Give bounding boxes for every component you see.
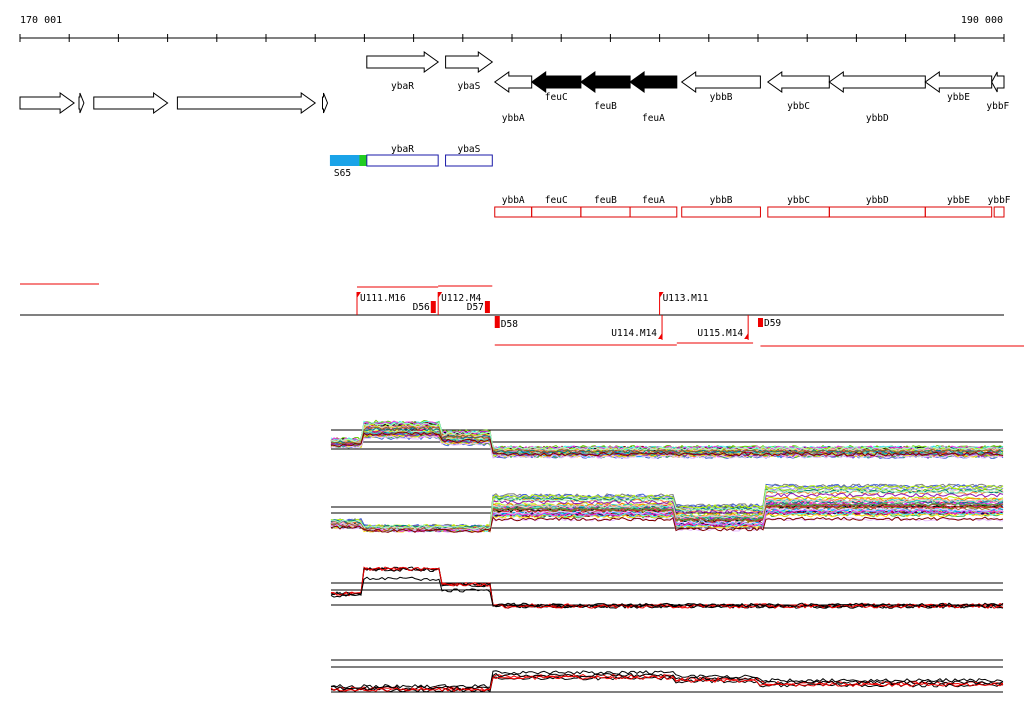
expression-trace xyxy=(330,421,1004,451)
tu-minus-label: feuC xyxy=(545,195,568,206)
tu-minus-label: ybbF xyxy=(988,195,1011,206)
gene-label: ybbC xyxy=(787,101,810,112)
expression-trace xyxy=(331,488,1004,530)
tu-minus-box[interactable] xyxy=(531,206,582,218)
upshift-flag xyxy=(438,292,443,298)
gene-label: feuC xyxy=(545,92,568,103)
expression-trace xyxy=(330,675,1004,692)
gene-arrow[interactable] xyxy=(93,92,169,114)
upshift-label: U111.M16 xyxy=(360,293,406,304)
expression-trace xyxy=(330,420,1004,451)
gene-label: ybbA xyxy=(502,113,525,124)
axis-end-label: 190 000 xyxy=(961,15,1003,26)
tu-minus-box[interactable] xyxy=(494,206,533,218)
tu-minus-box[interactable] xyxy=(767,206,830,218)
expression-trace xyxy=(330,567,1004,609)
gene-arrow[interactable] xyxy=(629,71,678,93)
downshift-label: U114.M14 xyxy=(611,328,657,339)
feature-accent xyxy=(359,155,367,166)
gene-label: ybbD xyxy=(866,113,889,124)
tu-minus-box[interactable] xyxy=(681,206,761,218)
gene-track[interactable]: ybaR ybaS ybbA feuC feuB feuA ybbB ybbC ybbD ybbE… xyxy=(19,51,1010,124)
tu-minus-label: feuA xyxy=(642,195,665,206)
gene-label: ybaS xyxy=(457,81,480,92)
expression-trace xyxy=(330,516,1004,533)
gene-label: feuA xyxy=(642,113,665,124)
tu-minus-label: ybbE xyxy=(947,195,970,206)
downshift-flag xyxy=(744,333,749,339)
upshift-label: U113.M11 xyxy=(663,293,709,304)
gene-label: ybaR xyxy=(391,81,414,92)
gene-arrow[interactable] xyxy=(828,71,926,93)
tu-plus-box[interactable] xyxy=(366,154,439,167)
tu-minus-box[interactable] xyxy=(828,206,926,218)
segment-end-marker[interactable] xyxy=(494,316,500,328)
expression-panel xyxy=(330,419,1004,460)
upshift-label: U112.M4 xyxy=(441,293,481,304)
tu-plus-label: ybaS xyxy=(457,144,480,155)
tu-minus-box[interactable] xyxy=(629,206,678,218)
segment-end-label: D58 xyxy=(501,319,518,330)
downshift-flag xyxy=(658,333,663,339)
transcription-unit-track[interactable]: S65 ybaR ybaS ybbA feuC feuB feuA ybbB ybbC ybbD y… xyxy=(329,144,1011,218)
upshift-flag xyxy=(356,292,361,298)
tu-minus-label: ybbD xyxy=(866,195,889,206)
segment-end-label: D57 xyxy=(467,302,484,313)
gene-label: ybbF xyxy=(986,101,1009,112)
expression-trace xyxy=(330,431,1004,457)
tu-minus-box[interactable] xyxy=(580,206,631,218)
tu-plus-label: ybaR xyxy=(391,144,414,155)
feature-label: S65 xyxy=(334,168,351,179)
expression-trace xyxy=(330,566,1004,609)
gene-label: feuB xyxy=(594,101,617,112)
expression-trace xyxy=(330,426,1004,454)
gene-arrow[interactable] xyxy=(493,71,533,93)
gene-arrow[interactable] xyxy=(19,92,75,114)
segment-end-label: D59 xyxy=(764,318,781,329)
downshift-label: U115.M14 xyxy=(697,328,743,339)
segment-end-marker[interactable] xyxy=(757,318,763,327)
gene-arrow[interactable] xyxy=(991,71,1005,93)
shift-segment-track[interactable]: U111.M16 U112.M4 U113.M11 U114.M14 U115.M14 D… xyxy=(20,283,1024,347)
gene-arrow[interactable] xyxy=(322,92,329,114)
coordinate-axis: 170 001 190 000 xyxy=(19,15,1005,42)
expression-trace xyxy=(330,670,1004,689)
tu-minus-box[interactable] xyxy=(924,206,993,218)
expression-panel xyxy=(330,483,1004,534)
gene-arrow[interactable] xyxy=(176,92,317,114)
tu-minus-label: ybbC xyxy=(787,195,810,206)
tu-minus-label: ybbB xyxy=(710,195,733,206)
gene-arrow[interactable] xyxy=(78,92,85,114)
tu-minus-box[interactable] xyxy=(993,206,1005,218)
axis-start-label: 170 001 xyxy=(20,15,62,26)
expression-panel xyxy=(330,659,1004,693)
segment-end-label: D56 xyxy=(413,302,430,313)
feature-block[interactable] xyxy=(329,155,367,166)
gene-arrow[interactable] xyxy=(766,71,830,93)
gene-arrow[interactable] xyxy=(366,51,440,73)
gene-arrow[interactable] xyxy=(924,71,993,93)
expression-panel xyxy=(330,566,1004,609)
segment-end-marker[interactable] xyxy=(430,301,436,313)
expression-profile-panels xyxy=(330,419,1004,693)
tu-plus-box[interactable] xyxy=(445,154,493,167)
expression-trace xyxy=(330,576,1004,608)
tu-minus-label: feuB xyxy=(594,195,617,206)
segment-end-marker[interactable] xyxy=(484,301,490,313)
gene-arrow[interactable] xyxy=(530,71,582,93)
expression-trace xyxy=(331,566,1004,608)
gene-label: ybbE xyxy=(947,92,970,103)
upshift-flag xyxy=(659,292,664,298)
expression-trace xyxy=(330,672,1004,691)
gene-arrow[interactable] xyxy=(580,71,631,93)
gene-arrow[interactable] xyxy=(445,51,494,73)
expression-trace xyxy=(330,507,1004,532)
expression-trace xyxy=(330,513,1004,533)
expression-trace xyxy=(330,566,1004,609)
gene-arrow[interactable] xyxy=(680,71,761,93)
gene-label: ybbB xyxy=(710,92,733,103)
tu-minus-label: ybbA xyxy=(502,195,525,206)
